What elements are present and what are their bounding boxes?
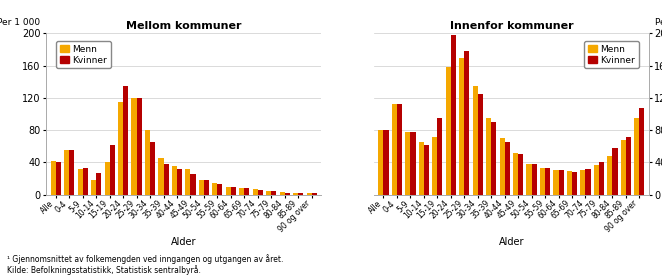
Bar bbox=[258, 190, 263, 195]
Bar bbox=[213, 182, 217, 195]
Bar bbox=[110, 145, 115, 195]
Bar bbox=[585, 169, 591, 195]
Bar bbox=[307, 193, 312, 195]
Bar bbox=[459, 58, 464, 195]
Bar bbox=[150, 142, 155, 195]
Bar bbox=[298, 193, 303, 195]
Bar bbox=[70, 150, 74, 195]
Bar bbox=[464, 51, 469, 195]
Bar bbox=[513, 153, 518, 195]
Bar bbox=[244, 188, 250, 195]
Bar bbox=[172, 166, 177, 195]
Bar bbox=[226, 187, 231, 195]
Bar bbox=[64, 150, 70, 195]
Bar bbox=[478, 94, 483, 195]
Bar bbox=[500, 138, 504, 195]
Bar bbox=[397, 104, 402, 195]
Bar bbox=[191, 175, 195, 195]
Bar bbox=[491, 122, 496, 195]
Bar bbox=[581, 170, 585, 195]
Bar bbox=[56, 162, 61, 195]
Bar bbox=[91, 180, 96, 195]
Bar bbox=[473, 86, 478, 195]
Bar bbox=[266, 191, 271, 195]
Bar bbox=[83, 168, 88, 195]
Bar bbox=[118, 102, 123, 195]
Bar bbox=[158, 158, 164, 195]
Bar bbox=[123, 86, 128, 195]
Bar bbox=[545, 168, 550, 195]
Text: ¹ Gjennomsnittet av folkemengden ved inngangen og utgangen av året.
Kilde: Befol: ¹ Gjennomsnittet av folkemengden ved inn… bbox=[7, 254, 283, 275]
Bar bbox=[136, 98, 142, 195]
Title: Innenfor kommuner: Innenfor kommuner bbox=[449, 21, 573, 31]
Bar bbox=[253, 189, 258, 195]
Bar bbox=[518, 154, 523, 195]
Bar bbox=[217, 184, 222, 195]
Bar bbox=[96, 173, 101, 195]
Bar bbox=[446, 67, 451, 195]
Bar bbox=[612, 148, 618, 195]
Bar bbox=[432, 136, 438, 195]
Bar bbox=[639, 108, 644, 195]
Bar bbox=[145, 130, 150, 195]
Bar bbox=[553, 170, 559, 195]
X-axis label: Alder: Alder bbox=[171, 237, 197, 247]
Bar bbox=[105, 162, 110, 195]
Bar bbox=[279, 192, 285, 195]
Bar bbox=[132, 98, 136, 195]
Bar bbox=[419, 142, 424, 195]
Bar bbox=[486, 118, 491, 195]
Bar bbox=[559, 170, 563, 195]
Bar bbox=[438, 118, 442, 195]
Bar bbox=[293, 193, 298, 195]
Bar bbox=[504, 142, 510, 195]
Bar bbox=[164, 164, 169, 195]
Bar bbox=[572, 172, 577, 195]
Bar bbox=[392, 104, 397, 195]
Bar bbox=[383, 130, 389, 195]
Text: Per 1 000: Per 1 000 bbox=[655, 18, 662, 27]
Legend: Menn, Kvinner: Menn, Kvinner bbox=[584, 41, 639, 68]
Bar bbox=[599, 162, 604, 195]
Bar bbox=[405, 132, 410, 195]
Bar bbox=[239, 188, 244, 195]
Bar bbox=[231, 187, 236, 195]
Bar bbox=[185, 169, 191, 195]
Legend: Menn, Kvinner: Menn, Kvinner bbox=[56, 41, 111, 68]
Bar bbox=[271, 191, 276, 195]
Bar bbox=[621, 140, 626, 195]
Bar bbox=[607, 156, 612, 195]
X-axis label: Alder: Alder bbox=[498, 237, 524, 247]
Text: Per 1 000: Per 1 000 bbox=[0, 18, 40, 27]
Bar bbox=[285, 193, 290, 195]
Bar bbox=[451, 35, 456, 195]
Bar bbox=[424, 145, 429, 195]
Title: Mellom kommuner: Mellom kommuner bbox=[126, 21, 242, 31]
Bar bbox=[204, 180, 209, 195]
Bar bbox=[51, 161, 56, 195]
Bar bbox=[540, 168, 545, 195]
Bar bbox=[532, 164, 537, 195]
Bar bbox=[312, 193, 316, 195]
Bar bbox=[594, 165, 599, 195]
Bar bbox=[626, 136, 631, 195]
Bar bbox=[77, 169, 83, 195]
Bar bbox=[199, 180, 204, 195]
Bar bbox=[410, 132, 416, 195]
Bar bbox=[526, 164, 532, 195]
Bar bbox=[177, 169, 182, 195]
Bar bbox=[379, 130, 383, 195]
Bar bbox=[634, 118, 639, 195]
Bar bbox=[567, 171, 572, 195]
